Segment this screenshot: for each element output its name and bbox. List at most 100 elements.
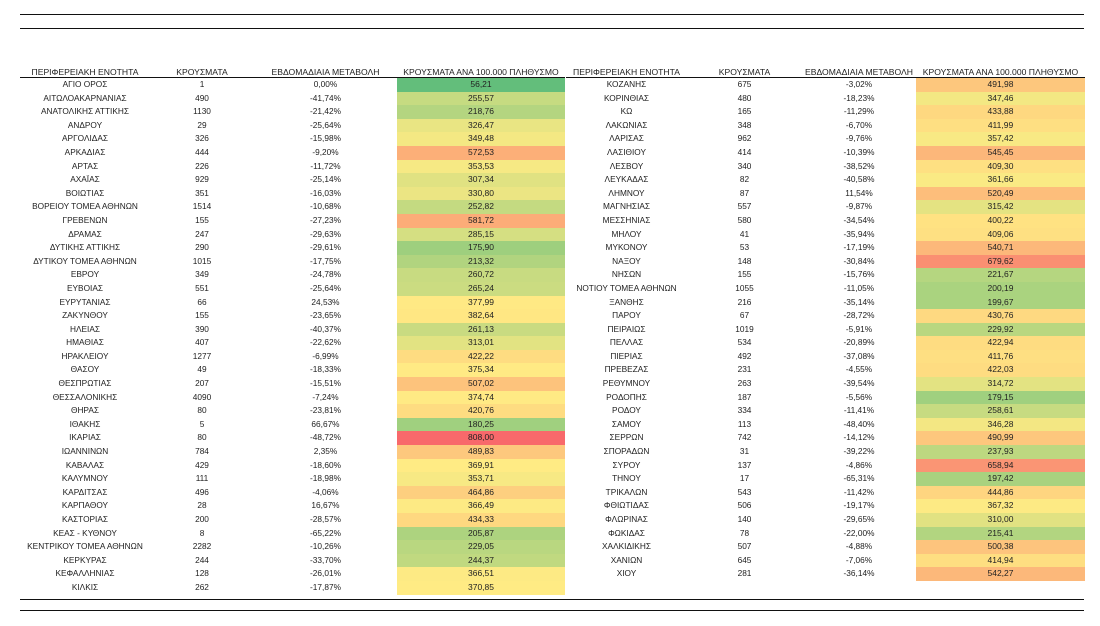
table-row: ΖΑΚΥΝΘΟΥ 155 -23,65% 382,64 bbox=[20, 309, 565, 323]
table-row: ΛΗΜΝΟΥ 87 11,54% 520,49 bbox=[566, 186, 1085, 201]
region-cell: ΑΝΔΡΟΥ bbox=[67, 119, 103, 130]
region-cell: ΙΩΑΝΝΙΝΩΝ bbox=[61, 446, 109, 457]
cases-cell: 1 bbox=[199, 79, 205, 89]
per-100k-cell: 313,01 bbox=[397, 336, 565, 350]
table-row: ΑΓΙΟ ΟΡΟΣ 1 0,00% 56,21 bbox=[20, 77, 565, 92]
per-100k-cell: 205,87 bbox=[397, 526, 565, 541]
table-row: ΑΝΑΤΟΛΙΚΗΣ ΑΤΤΙΚΗΣ 1130 -21,42% 218,76 bbox=[20, 105, 565, 119]
region-cell: ΘΕΣΣΑΛΟΝΙΚΗΣ bbox=[52, 391, 118, 402]
weekly-change-cell: -28,57% bbox=[310, 514, 341, 524]
per-100k-cell: 349,48 bbox=[397, 132, 565, 146]
col-header-region: ΠΕΡΙΦΕΡΕΙΑΚΗ ΕΝΟΤΗΤΑ bbox=[20, 67, 150, 78]
table-row: ΑΡΓΟΛΙΔΑΣ 326 -15,98% 349,48 bbox=[20, 132, 565, 146]
per-100k-cell: 261,13 bbox=[397, 322, 565, 337]
table-row: ΝΑΞΟΥ 148 -30,84% 679,62 bbox=[566, 254, 1085, 269]
cases-cell: 348 bbox=[737, 119, 752, 130]
region-cell: ΞΑΝΘΗΣ bbox=[609, 296, 644, 307]
cases-cell: 137 bbox=[737, 459, 752, 470]
weekly-change-cell: -26,01% bbox=[310, 568, 341, 579]
region-cell: ΧΑΛΚΙΔΙΚΗΣ bbox=[602, 541, 651, 552]
region-cell: ΔΥΤΙΚΟΥ ΤΟΜΕΑ ΑΘΗΝΩΝ bbox=[33, 255, 137, 266]
cases-cell: 326 bbox=[195, 133, 209, 144]
cases-cell: 1130 bbox=[193, 106, 211, 117]
table-row: ΒΟΡΕΙΟΥ ΤΟΜΕΑ ΑΘΗΝΩΝ 1514 -10,68% 252,82 bbox=[20, 200, 565, 214]
table-row: ΡΟΔΟΥ 334 -11,41% 258,61 bbox=[566, 404, 1085, 418]
table-row: ΚΕΡΚΥΡΑΣ 244 -33,70% 244,37 bbox=[20, 553, 565, 568]
per-100k-cell: 56,21 bbox=[397, 77, 565, 92]
table-row: ΚΕΦΑΛΛΗΝΙΑΣ 128 -26,01% 366,51 bbox=[20, 567, 565, 581]
table-row: ΛΑΚΩΝΙΑΣ 348 -6,70% 411,99 bbox=[566, 118, 1085, 133]
weekly-change-cell: -23,65% bbox=[310, 310, 341, 321]
left-header-row: ΠΕΡΙΦΕΡΕΙΑΚΗ ΕΝΟΤΗΤΑ ΚΡΟΥΣΜΑΤΑ ΕΒΔΟΜΑΔΙΑ… bbox=[20, 67, 565, 78]
table-row: ΜΕΣΣΗΝΙΑΣ 580 -34,54% 400,22 bbox=[566, 213, 1085, 228]
table-row: ΘΕΣΠΡΩΤΙΑΣ 207 -15,51% 507,02 bbox=[20, 377, 565, 391]
weekly-change-cell: 66,67% bbox=[311, 418, 340, 429]
weekly-change-cell: -5,56% bbox=[845, 391, 873, 402]
table-row: ΛΑΣΙΘΙΟΥ 414 -10,39% 545,45 bbox=[566, 145, 1085, 160]
region-cell: ΝΗΣΩΝ bbox=[611, 269, 642, 280]
right-table: ΠΕΡΙΦΕΡΕΙΑΚΗ ΕΝΟΤΗΤΑ ΚΡΟΥΣΜΑΤΑ ΕΒΔΟΜΑΔΙΑ… bbox=[566, 67, 1085, 581]
cases-cell: 155 bbox=[195, 310, 209, 321]
region-cell: ΣΑΜΟΥ bbox=[611, 418, 642, 429]
per-100k-cell: 430,76 bbox=[916, 309, 1085, 323]
table-row: ΦΩΚΙΔΑΣ 78 -22,00% 215,41 bbox=[566, 526, 1085, 541]
cases-cell: 53 bbox=[739, 242, 750, 253]
table-row: ΑΙΤΩΛΟΑΚΑΡΝΑΝΙΑΣ 490 -41,74% 255,57 bbox=[20, 91, 565, 106]
region-cell: ΛΕΥΚΑΔΑΣ bbox=[604, 174, 649, 185]
per-100k-cell: 285,15 bbox=[397, 227, 565, 242]
cases-cell: 444 bbox=[195, 146, 209, 157]
region-cell: ΕΥΒΟΙΑΣ bbox=[66, 282, 104, 293]
cases-cell: 351 bbox=[195, 187, 209, 198]
table-row: ΧΙΟΥ 281 -36,14% 542,27 bbox=[566, 567, 1085, 581]
weekly-change-cell: -17,19% bbox=[843, 242, 875, 253]
per-100k-cell: 409,30 bbox=[916, 159, 1085, 174]
cases-cell: 962 bbox=[737, 133, 752, 144]
region-cell: ΚΑΡΔΙΤΣΑΣ bbox=[62, 486, 108, 497]
table-row: ΤΗΝΟΥ 17 -65,31% 197,42 bbox=[566, 472, 1085, 486]
region-cell: ΚΕΡΚΥΡΑΣ bbox=[63, 554, 107, 565]
weekly-change-cell: -9,20% bbox=[312, 146, 339, 157]
cases-cell: 263 bbox=[737, 378, 752, 389]
region-cell: ΧΑΝΙΩΝ bbox=[610, 554, 643, 565]
per-100k-cell: 572,53 bbox=[397, 145, 565, 160]
cases-cell: 80 bbox=[197, 432, 207, 443]
region-cell: ΙΚΑΡΙΑΣ bbox=[69, 432, 101, 443]
cases-cell: 534 bbox=[737, 337, 752, 348]
per-100k-cell: 255,57 bbox=[397, 91, 565, 106]
per-100k-cell: 347,46 bbox=[916, 91, 1085, 106]
per-100k-cell: 229,92 bbox=[916, 322, 1085, 337]
weekly-change-cell: -20,89% bbox=[843, 337, 875, 348]
weekly-change-cell: -21,42% bbox=[310, 106, 341, 117]
region-cell: ΠΕΙΡΑΙΩΣ bbox=[607, 323, 646, 334]
weekly-change-cell: -10,68% bbox=[310, 201, 341, 212]
weekly-change-cell: 11,54% bbox=[845, 187, 873, 198]
region-cell: ΚΑΣΤΟΡΙΑΣ bbox=[61, 514, 109, 524]
weekly-change-cell: -29,65% bbox=[843, 514, 875, 524]
cases-cell: 281 bbox=[737, 568, 752, 579]
weekly-change-cell: -24,78% bbox=[310, 269, 341, 280]
region-cell: ΖΑΚΥΝΘΟΥ bbox=[62, 310, 108, 321]
region-cell: ΜΕΣΣΗΝΙΑΣ bbox=[602, 214, 651, 225]
col-header-per-100k: ΚΡΟΥΣΜΑΤΑ ΑΝΑ 100.000 ΠΛΗΘΥΣΜΟ bbox=[916, 67, 1085, 78]
weekly-change-cell: -35,94% bbox=[843, 228, 875, 239]
per-100k-cell: 414,94 bbox=[916, 553, 1085, 568]
weekly-change-cell: -40,37% bbox=[310, 323, 341, 334]
table-row: ΚΑΡΔΙΤΣΑΣ 496 -4,06% 464,86 bbox=[20, 485, 565, 500]
per-100k-cell: 314,72 bbox=[916, 377, 1085, 391]
cases-cell: 200 bbox=[195, 514, 209, 524]
weekly-change-cell: -15,76% bbox=[843, 269, 875, 280]
per-100k-cell: 433,88 bbox=[916, 105, 1085, 119]
weekly-change-cell: -22,00% bbox=[843, 527, 875, 538]
weekly-change-cell: -14,12% bbox=[843, 432, 875, 443]
cases-cell: 645 bbox=[737, 554, 752, 565]
region-cell: ΑΓΙΟ ΟΡΟΣ bbox=[62, 79, 108, 89]
region-cell: ΛΑΚΩΝΙΑΣ bbox=[605, 119, 648, 130]
weekly-change-cell: -3,02% bbox=[845, 79, 873, 89]
weekly-change-cell: -65,22% bbox=[310, 527, 341, 538]
region-cell: ΡΕΘΥΜΝΟΥ bbox=[602, 378, 651, 389]
table-row: ΠΑΡΟΥ 67 -28,72% 430,76 bbox=[566, 309, 1085, 323]
region-cell: ΑΡΚΑΔΙΑΣ bbox=[64, 146, 106, 157]
cases-cell: 480 bbox=[737, 92, 752, 103]
table-row: ΧΑΛΚΙΔΙΚΗΣ 507 -4,88% 500,38 bbox=[566, 540, 1085, 554]
per-100k-cell: 179,15 bbox=[916, 390, 1085, 405]
